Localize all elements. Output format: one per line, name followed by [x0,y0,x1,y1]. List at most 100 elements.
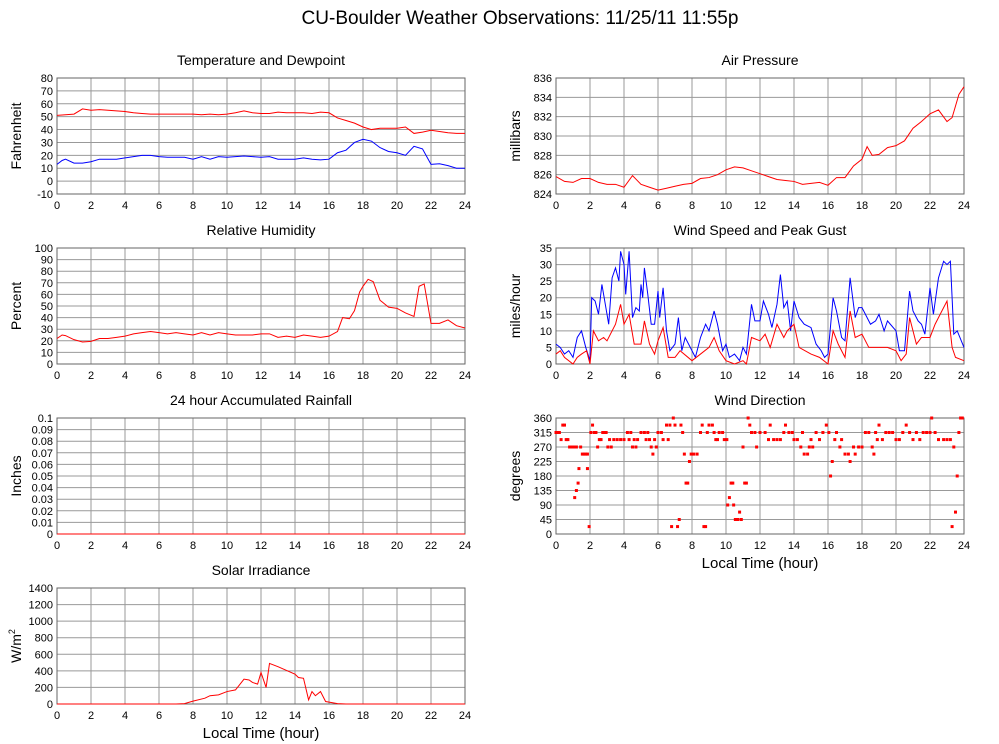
data-point [726,503,730,507]
data-point [671,416,675,420]
x-tick-label: 24 [459,370,471,382]
x-tick-label: 2 [587,200,593,212]
y-tick-label: 45 [540,515,552,527]
y-tick-label: 1200 [29,600,53,612]
data-point [750,431,753,434]
data-point [670,525,674,529]
data-point [704,525,708,529]
y-axis-label: miles/hour [507,273,523,338]
x-tick-label: 8 [190,710,196,722]
data-point [579,445,583,449]
y-axis-label: Inches [8,455,24,496]
data-point [853,452,857,456]
x-tick-label: 4 [621,200,627,212]
x-tick-label: 8 [689,370,695,382]
data-point [875,438,879,442]
y-tick-label: 0.04 [32,483,53,495]
x-tick-label: 10 [720,540,732,552]
data-point [872,452,876,456]
x-tick-label: 6 [156,370,162,382]
data-point [843,452,847,456]
chart-title: Relative Humidity [207,222,316,238]
data-point [792,438,796,442]
y-tick-label: 0 [546,529,552,541]
series-line-0 [555,251,965,362]
y-tick-label: 30 [41,324,53,336]
data-point [686,481,690,485]
x-tick-label: 20 [890,540,902,552]
x-tick-label: 6 [156,540,162,552]
data-point [802,452,806,456]
x-tick-label: 2 [88,370,94,382]
y-tick-label: 225 [534,457,552,469]
y-axis-label-superscript: 2 [7,629,17,634]
data-point [901,431,905,434]
data-point [928,431,932,434]
plot-frame [555,77,965,195]
x-tick-label: 24 [958,200,970,212]
x-tick-label: 10 [221,370,233,382]
y-tick-label: 1400 [29,583,53,595]
data-point [569,445,573,449]
data-point [880,438,884,442]
y-tick-label: 832 [534,112,552,124]
x-tick-label: 0 [54,710,60,722]
data-point [768,423,772,427]
y-tick-label: 0.07 [32,448,53,460]
data-point [840,438,844,442]
data-point [722,438,726,442]
data-point [596,445,600,449]
y-tick-label: 20 [540,293,552,305]
y-tick-label: 135 [534,486,552,498]
data-point [799,445,803,449]
data-point [950,525,954,529]
series-line-0 [56,108,465,134]
y-tick-label: 1000 [29,616,53,628]
x-tick-label: 8 [689,540,695,552]
y-tick-label: -10 [37,189,53,201]
data-point [857,445,861,449]
x-tick-label: 24 [958,370,970,382]
x-tick-label: 6 [655,200,661,212]
data-point [574,489,578,492]
data-point [702,525,706,529]
x-tick-label: 18 [357,540,369,552]
x-tick-label: 22 [425,200,437,212]
data-point [838,445,842,449]
data-point [566,438,570,442]
chart-title: 24 hour Accumulated Rainfall [170,392,352,408]
x-tick-label: 16 [822,370,834,382]
data-point [918,438,922,442]
x-tick-label: 12 [255,200,267,212]
data-point [599,438,603,442]
data-point [736,518,740,521]
x-tick-label: 20 [391,710,403,722]
y-tick-label: 834 [534,92,552,104]
data-point [806,452,810,456]
x-tick-label: 0 [54,540,60,552]
data-point [676,525,680,529]
data-point [942,438,946,442]
data-point [576,481,580,485]
x-tick-label: 4 [621,540,627,552]
data-point [809,438,813,442]
y-axis-label: W/m2 [7,629,24,663]
data-point [821,431,825,434]
y-tick-label: 0.06 [32,459,53,471]
x-tick-label: 20 [391,200,403,212]
data-point [721,431,725,434]
data-point [666,438,670,442]
data-point [682,452,686,456]
data-point [592,431,596,434]
x-tick-label: 4 [621,370,627,382]
data-point [714,438,718,442]
data-point [835,431,838,434]
x-tick-label: 0 [553,370,559,382]
series-line-1 [555,299,965,366]
data-point [587,525,591,529]
x-tick-label: 6 [156,710,162,722]
data-point [673,423,677,427]
data-point [661,438,665,442]
